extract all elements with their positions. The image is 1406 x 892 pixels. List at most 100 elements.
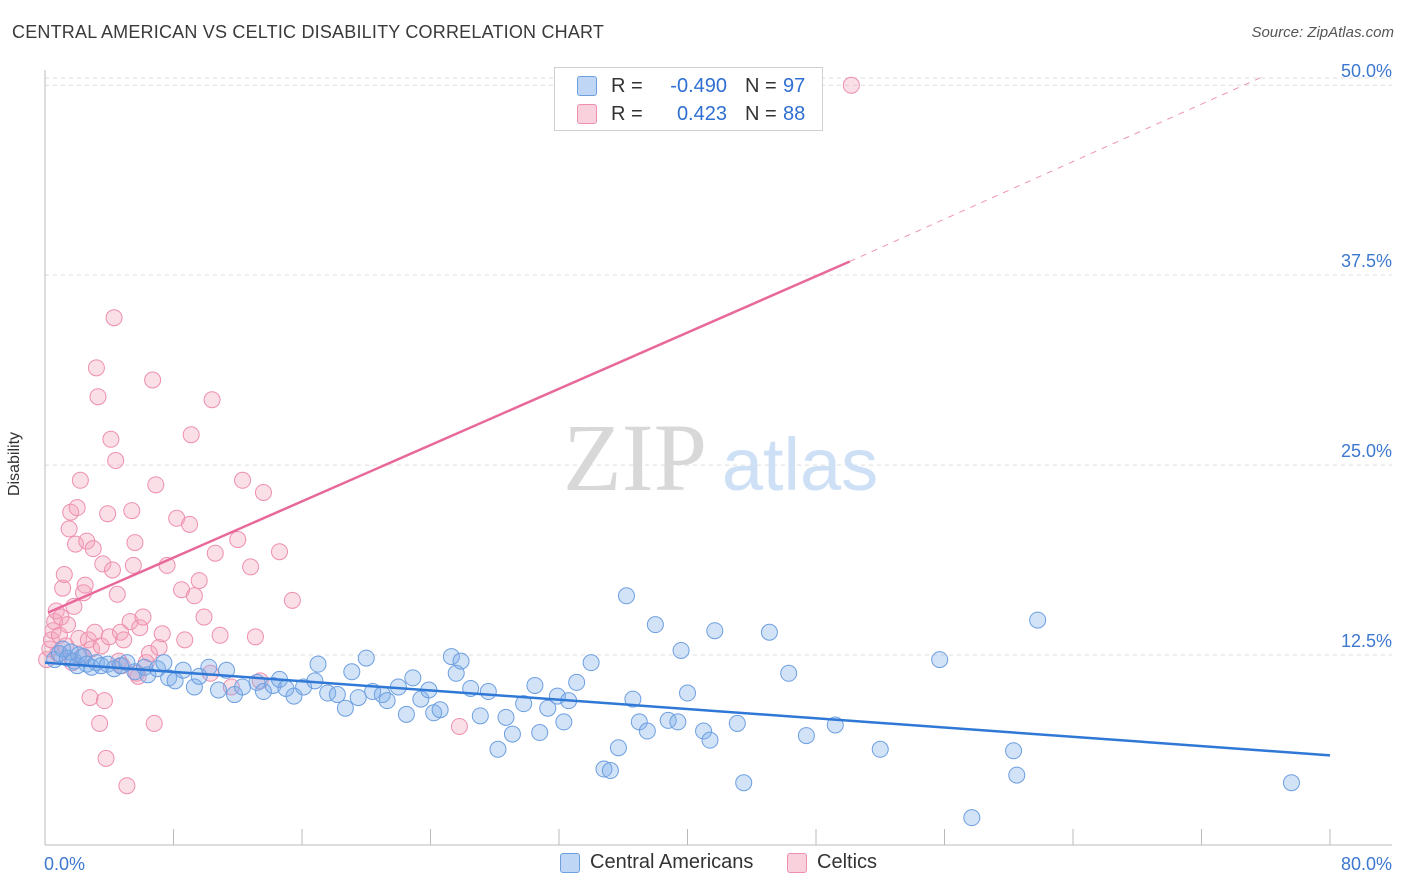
- central-americans-point: [963, 809, 981, 827]
- celtics-point: [95, 692, 113, 710]
- central-americans-point: [672, 641, 690, 659]
- celtics-point: [84, 540, 102, 558]
- celtics-trend-line: [47, 260, 851, 614]
- celtics-point: [99, 505, 117, 523]
- central-americans-point: [503, 725, 521, 743]
- central-americans-point: [760, 623, 778, 641]
- legend-item-celtics[interactable]: Celtics: [787, 851, 877, 874]
- celtics-point: [124, 556, 142, 574]
- celtics-point: [67, 535, 85, 553]
- celtics-point: [234, 471, 252, 489]
- central-americans-point: [397, 705, 415, 723]
- central-americans-point: [735, 774, 753, 792]
- tick-labels: 12.5% 25.0% 37.5% 50.0% 0.0% 80.0%: [44, 61, 1392, 874]
- legend-r-label: R =: [611, 74, 643, 97]
- y-axis-label: Disability: [6, 431, 23, 496]
- celtics-point: [271, 543, 289, 561]
- celtics-point: [126, 534, 144, 552]
- celtics-point: [206, 544, 224, 562]
- legend-swatch-blue: [577, 76, 597, 96]
- legend-r-label: R =: [611, 102, 643, 125]
- celtics-point: [203, 391, 221, 409]
- celtics-point: [108, 585, 126, 603]
- central-americans-point: [695, 722, 713, 740]
- central-americans-point: [452, 652, 470, 670]
- celtics-point: [94, 555, 112, 573]
- central-americans-point: [479, 683, 497, 701]
- central-americans-point: [568, 673, 586, 691]
- celtics-point: [254, 483, 272, 501]
- central-americans-point: [174, 661, 192, 679]
- central-americans-point: [497, 708, 515, 726]
- celtics-point: [246, 628, 264, 646]
- central-americans-point: [638, 722, 656, 740]
- central-americans-point: [404, 669, 422, 687]
- legend-n-label: N =: [745, 102, 777, 125]
- chart-title: CENTRAL AMERICAN VS CELTIC DISABILITY CO…: [12, 22, 605, 42]
- central-americans-point: [442, 648, 460, 666]
- legend-label: Central Americans: [590, 851, 754, 873]
- x-tick-label: 0.0%: [44, 854, 85, 874]
- central-americans-point: [555, 713, 573, 731]
- celtics-point: [89, 388, 107, 406]
- central-americans-point: [336, 699, 354, 717]
- y-tick-label: 50.0%: [1341, 61, 1392, 81]
- celtics-point: [60, 520, 78, 538]
- celtics-point: [229, 531, 247, 549]
- central-americans-point: [780, 664, 798, 682]
- legend-n-label: N =: [745, 74, 777, 97]
- legend-r-value: 0.423: [676, 102, 727, 125]
- series-legend: Central Americans Celtics: [0, 851, 1406, 879]
- legend-r-value: -0.490: [670, 74, 727, 97]
- celtics-point: [71, 471, 89, 489]
- central-americans-point: [1029, 611, 1047, 629]
- celtics-point: [242, 558, 260, 576]
- x-tick-label: 80.0%: [1341, 854, 1392, 874]
- y-tick-label: 25.0%: [1341, 441, 1392, 461]
- central-americans-point: [471, 707, 489, 725]
- central-americans-point: [595, 760, 613, 778]
- central-americans-point: [669, 713, 687, 731]
- central-americans-point: [609, 739, 627, 757]
- central-americans-point: [582, 654, 600, 672]
- legend-item-central-americans[interactable]: Central Americans: [560, 851, 753, 874]
- central-americans-point: [431, 701, 449, 719]
- central-americans-point: [706, 622, 724, 640]
- central-americans-point: [624, 690, 642, 708]
- celtics-trend-extension: [849, 75, 1265, 262]
- celtics-point: [102, 430, 120, 448]
- central-americans-point: [489, 740, 507, 758]
- central-americans-point: [349, 689, 367, 707]
- trend-lines: [44, 75, 1331, 757]
- celtics-point: [81, 689, 99, 707]
- central-americans-point: [309, 655, 327, 673]
- celtics-point: [211, 626, 229, 644]
- central-americans-point: [1282, 774, 1300, 792]
- central-americans-point: [601, 762, 619, 780]
- central-americans-point: [679, 684, 696, 702]
- celtics-point: [100, 628, 118, 646]
- celtics-point: [283, 591, 301, 609]
- celtics-point: [140, 645, 158, 663]
- celtics-point: [190, 572, 208, 590]
- central-americans-point: [254, 683, 272, 701]
- central-americans-point: [343, 663, 361, 681]
- central-americans-point: [797, 727, 815, 745]
- celtics-point: [185, 587, 203, 605]
- legend-row-central-americans: R = -0.490 N = 97: [577, 72, 805, 100]
- central-americans-point: [1005, 742, 1023, 760]
- celtics-point: [195, 608, 213, 626]
- legend-label: Celtics: [817, 851, 878, 873]
- celtics-point: [103, 561, 121, 579]
- watermark: ZIP atlas: [563, 404, 878, 511]
- central-americans-point: [264, 676, 282, 694]
- celtics-point: [87, 359, 105, 377]
- central-americans-point: [617, 587, 635, 605]
- celtics-point: [121, 613, 139, 631]
- celtics-point: [182, 426, 200, 444]
- celtics-point: [76, 576, 94, 594]
- celtics-point: [118, 777, 136, 795]
- central-americans-point: [1008, 766, 1026, 784]
- celtics-point: [842, 76, 860, 94]
